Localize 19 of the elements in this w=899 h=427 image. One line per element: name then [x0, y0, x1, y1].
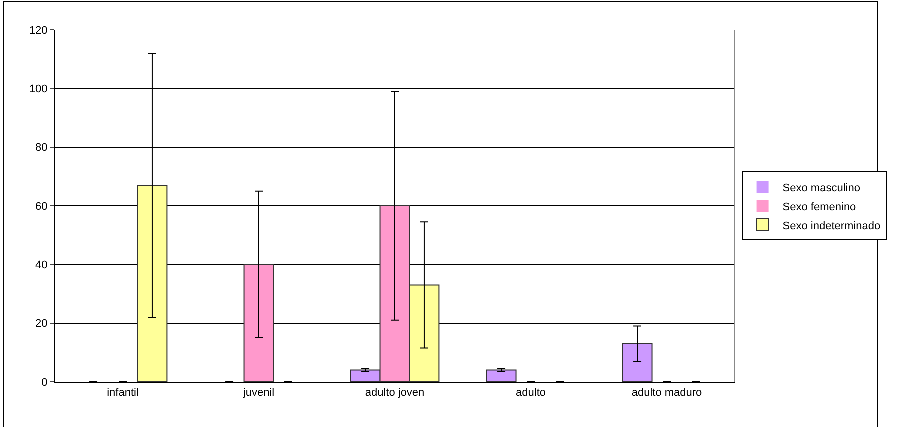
y-tick-label: 120	[29, 24, 48, 37]
y-tick-label: 80	[36, 142, 48, 154]
x-tick-label: adulto	[516, 387, 546, 400]
y-tick-label: 100	[29, 84, 48, 96]
y-tick-label: 20	[36, 318, 48, 330]
x-tick-label: infantil	[107, 387, 139, 400]
bar	[622, 343, 653, 382]
x-tick-label: adulto maduro	[632, 387, 702, 400]
y-tick-label: 0	[42, 376, 48, 389]
legend-label: Sexo masculino	[782, 182, 860, 194]
legend-label: Sexo femenino	[782, 201, 856, 214]
x-tick-label: adulto joven	[365, 387, 425, 400]
bar	[244, 264, 274, 382]
bar	[486, 370, 517, 382]
x-tick-label: juvenil	[242, 387, 275, 400]
y-tick-label: 60	[36, 200, 48, 213]
y-tick-label: 40	[36, 260, 48, 272]
bar	[137, 184, 168, 382]
legend-label: Sexo indeterminado	[782, 220, 881, 232]
